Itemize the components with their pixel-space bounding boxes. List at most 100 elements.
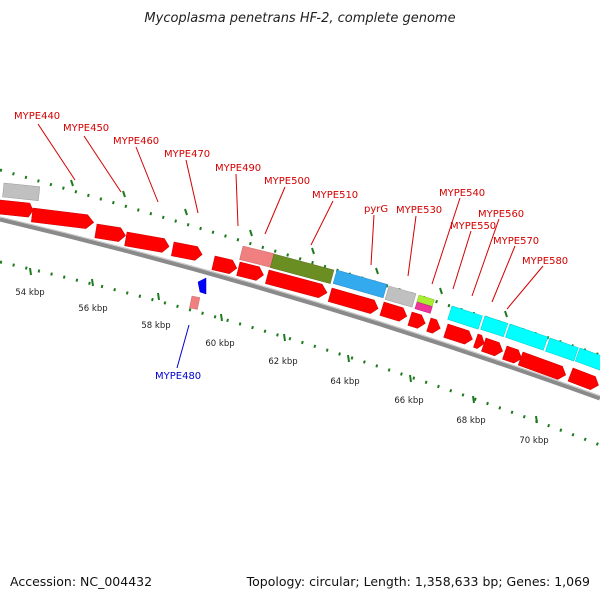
leader-line	[37, 123, 76, 181]
leader-line	[235, 173, 239, 227]
scale-label: 58 kbp	[141, 321, 170, 331]
major-tick	[504, 310, 508, 318]
topology-summary: Topology: circular; Length: 1,358,633 bp…	[246, 574, 590, 589]
gene-label[interactable]: MYPE440	[14, 111, 60, 122]
leader-line	[407, 215, 417, 277]
leader-line	[135, 146, 159, 203]
leader-line	[185, 159, 199, 214]
cog-box	[574, 347, 600, 372]
cog-box	[505, 323, 549, 351]
cds-arrow[interactable]	[327, 287, 380, 315]
leader-line	[491, 245, 516, 303]
gene-label[interactable]: MYPE490	[215, 163, 261, 174]
leader-line	[431, 197, 461, 285]
cds-arrow[interactable]	[426, 317, 443, 335]
outer-dotted-scale	[0, 168, 600, 357]
cds-arrow[interactable]	[236, 261, 266, 282]
gene-label[interactable]: MYPE510	[312, 190, 358, 201]
leader-line	[506, 265, 544, 310]
major-tick	[375, 267, 379, 275]
gene-labels: MYPE440 MYPE450 MYPE460 MYPE470 MYPE490 …	[14, 111, 568, 382]
major-tick	[70, 179, 74, 187]
cog-box	[2, 182, 41, 201]
cds-arrow[interactable]	[379, 301, 409, 323]
minor-tick	[347, 354, 350, 363]
major-tick	[122, 190, 126, 198]
scale-label: 70 kbp	[519, 436, 548, 446]
cog-box	[332, 269, 388, 299]
scale-label: 68 kbp	[456, 416, 485, 426]
leader-line	[310, 200, 334, 246]
gene-label[interactable]: MYPE560	[478, 209, 524, 220]
gene-label[interactable]: MYPE550	[450, 221, 496, 232]
cog-box	[416, 294, 435, 307]
leader-line	[452, 230, 472, 290]
backbone-line	[0, 216, 600, 401]
map-title: Mycoplasma penetrans HF-2, complete geno…	[144, 11, 455, 26]
gene-label[interactable]: MYPE540	[439, 188, 485, 199]
cds-arrow[interactable]	[502, 345, 524, 365]
inner-tick-track	[0, 260, 600, 447]
scale-label: 64 kbp	[330, 377, 359, 387]
cds-arrow-reverse[interactable]	[197, 277, 207, 295]
cds-arrow[interactable]	[481, 337, 504, 358]
gene-label[interactable]: MYPE450	[63, 123, 109, 134]
major-tick	[439, 287, 443, 295]
cds-arrow[interactable]	[0, 199, 34, 218]
gene-label-minus-strand[interactable]: MYPE480	[155, 371, 201, 382]
cds-arrow[interactable]	[443, 323, 475, 346]
minor-tick	[29, 267, 32, 276]
leader-line	[471, 218, 500, 297]
minor-tick	[409, 374, 412, 383]
cds-reverse-track	[197, 277, 207, 295]
leader-line	[370, 214, 375, 266]
scale-label: 66 kbp	[394, 396, 423, 406]
minor-tick	[91, 278, 94, 287]
gene-label[interactable]: MYPE470	[164, 149, 210, 160]
gene-label[interactable]: MYPE580	[522, 256, 568, 267]
scale-labels: 54 kbp 56 kbp 58 kbp 60 kbp 62 kbp 64 kb…	[15, 288, 548, 446]
cds-arrow[interactable]	[94, 223, 127, 243]
gene-label[interactable]: MYPE530	[396, 205, 442, 216]
cog-box	[447, 305, 483, 330]
accession-text: Accession: NC_004432	[10, 574, 152, 589]
cds-arrow[interactable]	[211, 255, 239, 275]
scale-label: 60 kbp	[205, 339, 234, 349]
genome-backbone	[0, 216, 600, 401]
major-tick	[249, 229, 253, 237]
minor-tick	[157, 292, 160, 301]
major-tick	[184, 208, 188, 216]
minor-tick	[283, 333, 286, 342]
leader-line	[83, 135, 122, 193]
cds-arrow[interactable]	[171, 241, 203, 261]
cds-forward-track	[0, 199, 600, 392]
cds-arrow[interactable]	[265, 269, 329, 300]
scale-label: 54 kbp	[15, 288, 44, 298]
label-leaders	[37, 123, 544, 310]
backbone-highlight	[0, 216, 600, 397]
cog-box	[384, 285, 417, 308]
cds-arrow[interactable]	[124, 231, 171, 253]
cog-box-minus	[189, 295, 201, 310]
scale-label: 56 kbp	[78, 304, 107, 314]
cds-arrow[interactable]	[473, 333, 486, 350]
minor-tick	[535, 415, 538, 424]
cog-box	[480, 315, 509, 338]
cds-arrow[interactable]	[567, 367, 600, 392]
leader-line-minus	[176, 324, 190, 369]
cog-box	[270, 253, 335, 284]
gene-label[interactable]: pyrG	[364, 204, 388, 215]
cds-arrow[interactable]	[407, 311, 427, 330]
cds-arrow[interactable]	[31, 207, 95, 229]
major-tick	[311, 247, 315, 255]
minor-tick	[220, 313, 223, 322]
cog-box	[414, 301, 433, 314]
gene-label[interactable]: MYPE460	[113, 136, 159, 147]
outer-tick-track	[0, 168, 600, 357]
gene-label[interactable]: MYPE500	[264, 176, 310, 187]
gene-label[interactable]: MYPE570	[493, 236, 539, 247]
leader-line	[264, 186, 286, 235]
cds-arrow[interactable]	[517, 351, 568, 382]
